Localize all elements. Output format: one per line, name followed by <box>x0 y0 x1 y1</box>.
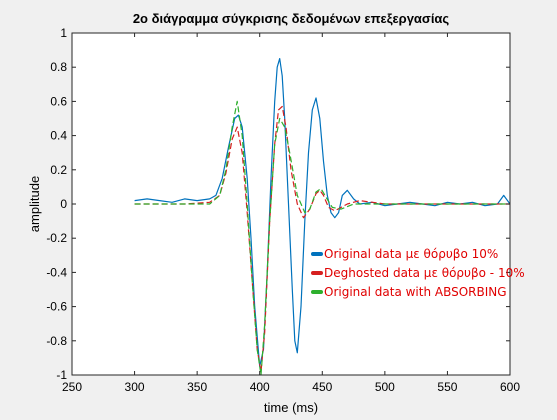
y-tick-label: 0.6 <box>50 94 67 108</box>
x-axis-label: time (ms) <box>264 400 318 415</box>
legend-label-2: Deghosted data με θόρυβο - 10% <box>324 266 525 280</box>
x-tick-label: 250 <box>62 380 82 394</box>
x-tick-label: 400 <box>250 380 270 394</box>
y-tick-label: -0.4 <box>46 265 67 279</box>
chart-title: 2o διάγραμμα σύγκρισης δεδομένων επεξεργ… <box>133 11 450 26</box>
y-tick-label: 0.2 <box>50 163 67 177</box>
x-tick-label: 450 <box>312 380 332 394</box>
x-tick-label: 500 <box>375 380 395 394</box>
y-axis-label: amplitude <box>27 176 42 232</box>
y-tick-label: -0.6 <box>46 300 67 314</box>
legend-label-3: Original data with ABSORBING <box>324 285 507 299</box>
y-tick-label: -1 <box>56 368 67 382</box>
x-tick-label: 300 <box>125 380 145 394</box>
y-tick-label: -0.8 <box>46 334 67 348</box>
axes-box <box>71 32 511 376</box>
y-tick-label: 0.4 <box>50 129 67 143</box>
y-tick-label: 1 <box>60 26 67 40</box>
y-tick-label: 0 <box>60 197 67 211</box>
x-tick-label: 600 <box>500 380 520 394</box>
series-line-2 <box>134 105 510 373</box>
y-tick-label: 0.8 <box>50 60 67 74</box>
series-layer <box>134 57 510 376</box>
y-tick-label: -0.2 <box>46 231 67 245</box>
ticks-layer: 250 300 350 400 450 500 550 600 1 0.8 0.6 0.4 0.2 0 -0… <box>46 26 520 394</box>
series-line-3 <box>134 100 510 376</box>
legend-label-1: Original data με θόρυβο 10% <box>324 247 498 261</box>
legend: Original data με θόρυβο 10% Deghosted dat… <box>311 247 525 299</box>
x-tick-label: 550 <box>437 380 457 394</box>
x-tick-label: 350 <box>187 380 207 394</box>
